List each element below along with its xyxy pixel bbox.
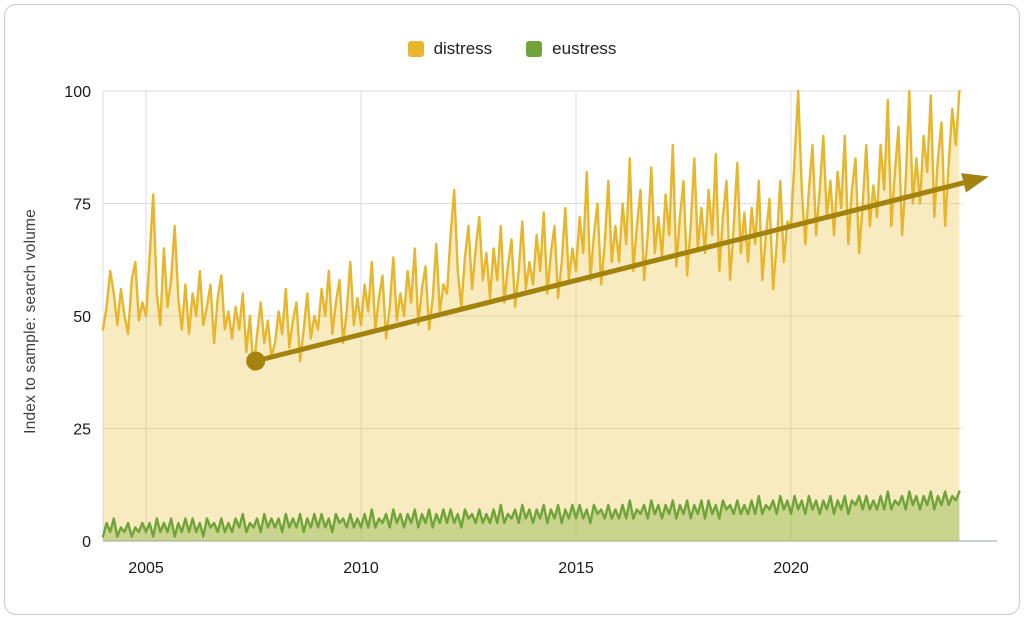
legend-item-eustress: eustress	[526, 39, 616, 59]
y-axis-label: Index to sample: search volume	[22, 208, 39, 434]
distress-line	[101, 89, 961, 372]
legend-item-distress: distress	[407, 39, 493, 59]
x-tick-label: 2010	[343, 560, 379, 577]
x-tick-label: 2020	[773, 560, 809, 577]
y-axis-label-column: Index to sample: search volume	[15, 71, 47, 571]
x-tick-label: 2005	[128, 560, 164, 577]
trend-line	[255, 180, 965, 364]
eustress-area	[103, 491, 960, 541]
chart-card: distress eustress Index to sample: searc…	[4, 4, 1020, 615]
timeseries-chart: 0 25 50 75 100 2005 2010 2015 2020	[64, 84, 997, 577]
trend-start-dot	[246, 351, 266, 371]
y-tick-label: 0	[82, 534, 91, 551]
y-tick-label: 25	[73, 422, 91, 439]
y-tick-label: 100	[64, 84, 91, 101]
distress-area	[103, 91, 960, 541]
legend: distress eustress	[5, 39, 1019, 59]
eustress-line	[101, 490, 961, 538]
distress-swatch-icon	[407, 41, 424, 57]
legend-label-eustress: eustress	[552, 39, 617, 58]
legend-label-distress: distress	[433, 39, 493, 58]
chart-area: Index to sample: search volume 0 25 50 75 10…	[15, 71, 1012, 591]
y-tick-label: 75	[73, 197, 91, 214]
trend-arrowhead-icon	[961, 173, 989, 193]
x-tick-label: 2015	[558, 560, 594, 577]
y-tick-label: 50	[73, 309, 91, 326]
eustress-swatch-icon	[526, 41, 543, 57]
